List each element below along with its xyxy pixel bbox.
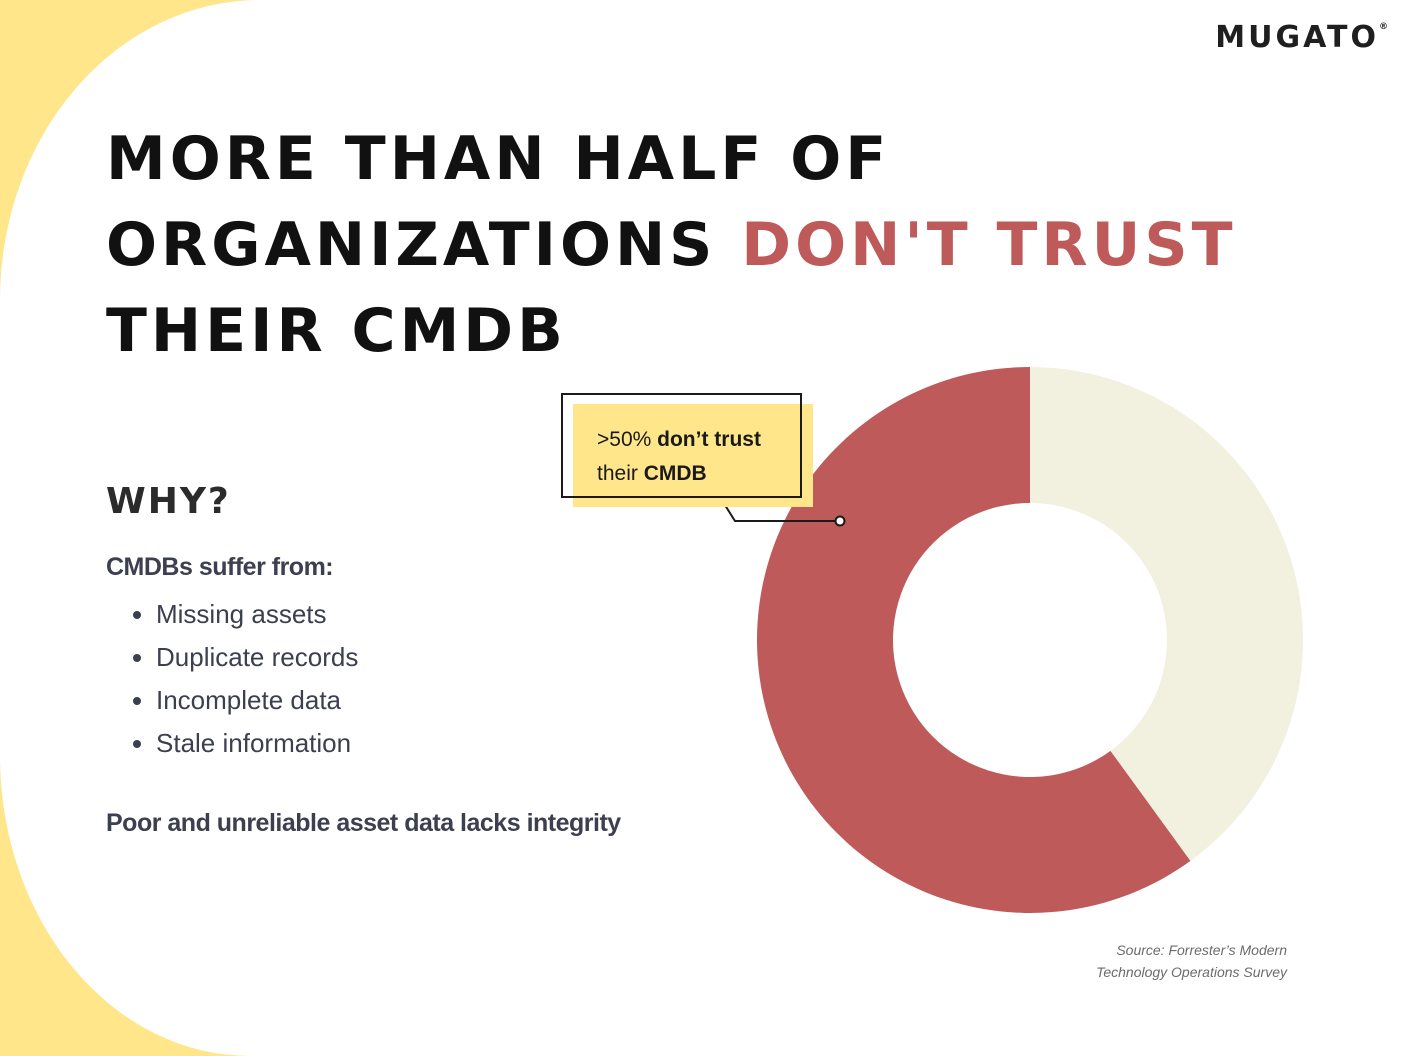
source-line-1: Source: Forrester’s Modern (1116, 942, 1287, 958)
brand-logo: MUGATO® (1215, 20, 1388, 55)
callout-bold-2: CMDB (643, 462, 707, 485)
headline-line-3: THEIR CMDB (106, 296, 567, 366)
list-item: Incomplete data (156, 679, 358, 722)
donut-slice-remainder (1030, 367, 1303, 861)
headline-line-2-prefix: ORGANIZATIONS (106, 210, 742, 280)
callout-pre: >50% (597, 428, 658, 451)
headline-line-1: MORE THAN HALF OF (106, 124, 891, 194)
list-item: Missing assets (156, 593, 358, 636)
reasons-list: Missing assets Duplicate records Incompl… (106, 593, 358, 765)
registered-mark: ® (1379, 22, 1388, 32)
callout-mid: their (597, 462, 644, 485)
list-item: Duplicate records (156, 636, 358, 679)
callout-label: >50% don’t trust their CMDB (597, 423, 761, 491)
callout-highlight (573, 404, 813, 507)
donut-slice-distrust (756, 366, 1191, 913)
callout-bold-1: don’t trust (657, 428, 761, 451)
source-line-2: Technology Operations Survey (1096, 964, 1287, 980)
callout-frame (561, 393, 802, 498)
why-heading: WHY? (106, 481, 231, 522)
reasons-intro: CMDBs suffer from: (106, 553, 334, 581)
conclusion-text: Poor and unreliable asset data lacks int… (106, 809, 621, 837)
headline-accent: DON'T TRUST (741, 210, 1237, 280)
headline: MORE THAN HALF OF ORGANIZATIONS DON'T TR… (106, 116, 1237, 374)
logo-text: MUGATO (1215, 20, 1379, 55)
source-citation: Source: Forrester’s Modern Technology Op… (1096, 939, 1287, 983)
list-item: Stale information (156, 722, 358, 765)
